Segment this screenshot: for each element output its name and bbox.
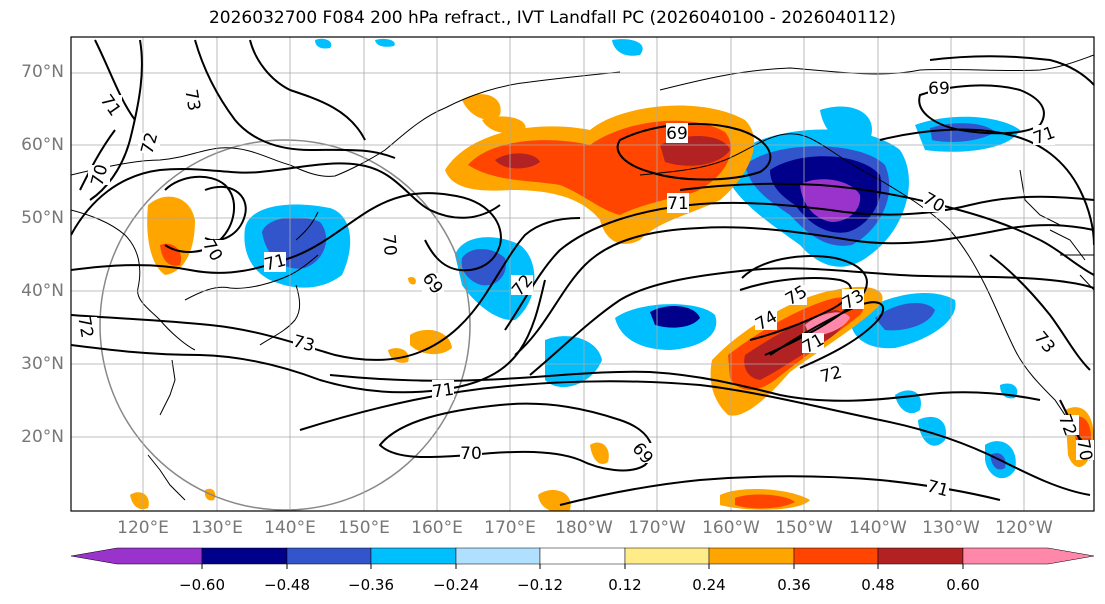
lon-label-170e: 170°E: [484, 518, 536, 538]
map-plot-area: [71, 37, 1094, 511]
lat-label-70n: 70°N: [21, 62, 64, 82]
lon-label-120e: 120°E: [117, 518, 169, 538]
contour-label: 72: [73, 315, 96, 340]
lon-label-130e: 130°E: [191, 518, 243, 538]
coastlines: [71, 54, 1094, 501]
colorbar-segment: [539, 547, 626, 565]
colorbar-segment: [793, 547, 879, 565]
colorbar-segment: [877, 547, 964, 565]
colorbar-tick-label: 0.60: [946, 576, 980, 594]
lon-label-160e: 160°E: [411, 518, 463, 538]
colorbar-segment: [624, 547, 710, 565]
contour-label: 71: [431, 380, 455, 403]
colorbar-segment: [370, 547, 457, 565]
map-title: 2026032700 F084 200 hPa refract., IVT La…: [208, 8, 896, 28]
colorbar-tick-label: −0.36: [348, 576, 394, 594]
lon-label-120w: 120°W: [995, 518, 1053, 538]
colorbar-tick-label: 0.12: [608, 576, 642, 594]
plot-frame: [70, 36, 1095, 512]
lon-label-140e: 140°E: [264, 518, 316, 538]
colorbar-tick-label: −0.48: [264, 576, 310, 594]
colorbar-tick-label: −0.24: [433, 576, 479, 594]
colorbar-segment: [286, 547, 372, 565]
colorbar-tick-label: 0.36: [777, 576, 811, 594]
lat-label-50n: 50°N: [21, 208, 64, 228]
lon-label-130w: 130°W: [922, 518, 980, 538]
colorbar-segment: [70, 547, 203, 565]
lat-label-40n: 40°N: [21, 281, 64, 301]
colorbar-tick-label: −0.60: [179, 576, 225, 594]
lat-label-20n: 20°N: [21, 427, 64, 447]
lat-label-30n: 30°N: [21, 354, 64, 374]
colorbar-segment: [455, 547, 541, 565]
contour-label: 70: [460, 444, 482, 464]
colorbar: [70, 547, 1095, 569]
colorbar-tick-label: 0.24: [692, 576, 726, 594]
lat-label-60n: 60°N: [21, 135, 64, 155]
lon-label-150e: 150°E: [338, 518, 390, 538]
contour-label: 69: [928, 79, 950, 99]
lon-label-170w: 170°W: [628, 518, 686, 538]
colorbar-tick-label: 0.48: [861, 576, 895, 594]
negative-anomaly-shading: [244, 38, 1020, 479]
lon-label-180w: 180°W: [555, 518, 613, 538]
lon-label-160w: 160°W: [702, 518, 760, 538]
contour-labels: 73 71 72 70 70 71 72 73 70 69 72 73 71 7…: [73, 78, 1096, 501]
colorbar-segment: [708, 547, 795, 565]
colorbar-segment: [962, 547, 1095, 565]
contour-label: 70: [1072, 438, 1095, 463]
contour-label: 71: [667, 194, 689, 214]
colorbar-tick-label: −0.12: [517, 576, 563, 594]
contour-label: 73: [180, 88, 203, 113]
colorbar-segment: [201, 547, 288, 565]
contour-label: 70: [378, 233, 400, 256]
lon-label-150w: 150°W: [775, 518, 833, 538]
great-circle: [99, 139, 471, 511]
lon-label-140w: 140°W: [849, 518, 907, 538]
contour-label: 69: [666, 124, 688, 144]
